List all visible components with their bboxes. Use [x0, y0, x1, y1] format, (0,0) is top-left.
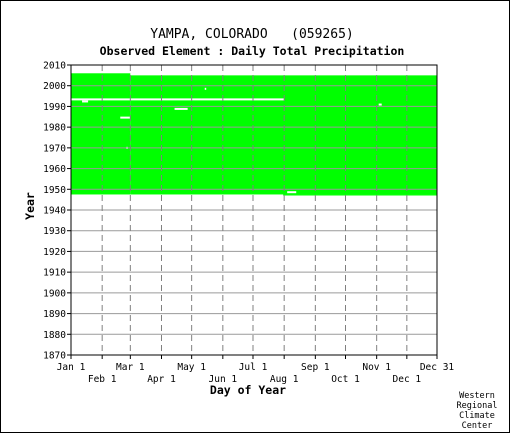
y-axis-ticks: 1870 1880 1890 1900 1910 1920 1930 1940 1950 1960…: [43, 61, 71, 362]
x-tick-label: Dec 31: [420, 362, 455, 373]
x-tick-label: Nov 1: [362, 362, 391, 373]
x-tick-label: May 1: [177, 362, 206, 373]
credit-line: Western: [459, 391, 495, 401]
y-tick-label: 1970: [43, 143, 66, 154]
coverage-notch: [283, 194, 437, 196]
y-tick-label: 1990: [43, 102, 66, 113]
missing-gap-5: [378, 103, 382, 106]
credit-line: Climate: [459, 411, 495, 421]
chart-title: YAMPA, COLORADO (059265): [150, 27, 354, 42]
coverage-segment-1: [130, 75, 438, 195]
y-tick-label: 1890: [43, 309, 66, 320]
y-tick-label: 2010: [43, 61, 66, 72]
y-tick-label: 1930: [43, 226, 66, 237]
credit-line: Center: [462, 421, 493, 431]
coverage-segment-0: [71, 73, 131, 195]
y-tick-label: 1910: [43, 268, 66, 279]
x-tick-label: Jul 1: [239, 362, 268, 373]
y-tick-label: 2000: [43, 81, 66, 92]
y-tick-label: 1870: [43, 351, 66, 362]
y-tick-label: 1960: [43, 164, 66, 175]
missing-gap-1: [82, 100, 89, 103]
y-tick-label: 1940: [43, 206, 66, 217]
x-tick-label: Apr 1: [147, 374, 176, 385]
missing-gap-2: [120, 116, 131, 119]
x-tick-label: Mar 1: [116, 362, 145, 373]
missing-gap-4: [287, 191, 297, 194]
x-tick-label: Sep 1: [301, 362, 330, 373]
missing-gap-0: [71, 98, 285, 101]
data-layer: [71, 73, 438, 196]
x-tick-label: Oct 1: [331, 374, 360, 385]
missing-gap-3: [174, 107, 188, 110]
x-tick-label: Feb 1: [88, 374, 117, 385]
missing-gap-7: [204, 87, 207, 90]
y-tick-label: 1950: [43, 185, 66, 196]
y-tick-label: 1980: [43, 123, 66, 134]
x-axis-ticks: Jan 1 Mar 1 May 1 Jul 1 Sep 1 Nov 1 Dec 31 Feb …: [57, 355, 455, 385]
x-tick-label: Aug 1: [270, 374, 299, 385]
x-axis-label: Day of Year: [210, 383, 286, 397]
x-tick-label: Dec 1: [393, 374, 422, 385]
y-tick-label: 1880: [43, 330, 66, 341]
credit-line: Regional: [457, 401, 498, 411]
x-tick-label: Jun 1: [209, 374, 238, 385]
y-axis-label: Year: [23, 192, 37, 220]
chart-subtitle: Observed Element : Daily Total Precipita…: [100, 44, 405, 58]
y-tick-label: 1900: [43, 288, 66, 299]
x-tick-label: Jan 1: [57, 362, 86, 373]
y-tick-label: 1920: [43, 247, 66, 258]
